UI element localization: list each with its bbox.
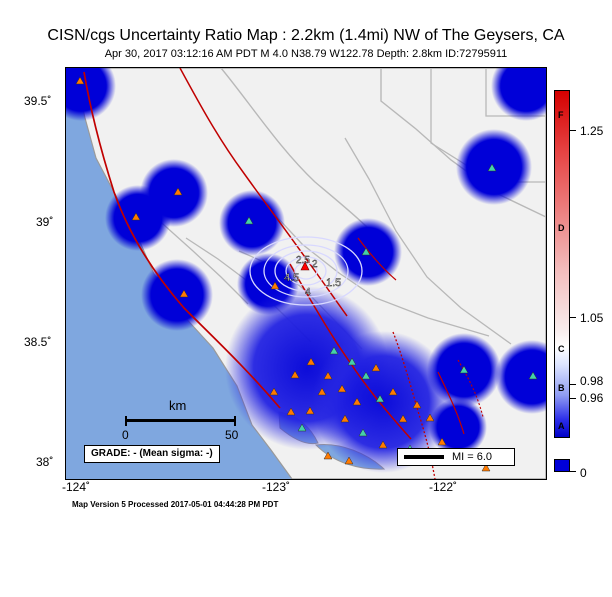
station-22	[437, 437, 447, 446]
uncertainty-map: 4.5 1.5 2.5 2 4	[65, 67, 547, 480]
processing-footer: Map Version 5 Processed 2017-05-01 04:44…	[72, 500, 279, 509]
station-30	[481, 463, 491, 472]
san-andreas-fault	[83, 71, 281, 409]
map-title: CISN/cgs Uncertainty Ratio Map : 2.2km (…	[47, 27, 565, 44]
station-37	[378, 440, 388, 449]
grade-box: GRADE: - (Mean sigma: -)	[84, 445, 220, 463]
station-17	[371, 363, 381, 372]
colorbar-grade-a: A	[558, 421, 565, 431]
lat-label-38-5: 38.5˚	[24, 335, 52, 349]
lon-label-124: -124˚	[62, 480, 91, 494]
station-8	[459, 365, 469, 374]
scale-bar-start: 0	[122, 428, 129, 442]
colorbar-tick-0-96	[570, 398, 576, 399]
station-16	[352, 397, 362, 406]
station-36	[358, 428, 368, 437]
mi-legend-box: MI = 6.0	[397, 448, 515, 466]
station-21	[425, 413, 435, 422]
map-canvas: 4.5 1.5 2.5 2 4	[66, 68, 546, 479]
station-28	[323, 451, 333, 460]
station-20	[412, 400, 422, 409]
colorbar-label-1-05: 1.05	[580, 311, 604, 325]
event-subtitle: Apr 30, 2017 03:12:16 AM PDT M 4.0 N38.7…	[104, 48, 508, 60]
scale-bar-title: km	[169, 398, 187, 413]
station-2	[131, 212, 141, 221]
colorbar-label-0: 0	[580, 466, 587, 480]
colorbar-grade-f: F	[558, 110, 564, 120]
station-7	[487, 163, 497, 172]
fault-line-7	[457, 359, 484, 418]
station-14	[323, 371, 333, 380]
uncertainty-zone-13	[495, 340, 546, 414]
station-29	[344, 456, 354, 465]
station-18	[388, 387, 398, 396]
contour-group	[249, 236, 363, 306]
colorbar-zero-swatch	[554, 459, 570, 472]
station-9	[528, 371, 538, 380]
scale-bar-line	[125, 419, 236, 422]
colorbar-grade-b: B	[558, 383, 565, 393]
fault-line-3	[289, 263, 412, 440]
colorbar-tick-0-98	[570, 384, 576, 385]
station-24	[347, 357, 357, 366]
station-32	[286, 407, 296, 416]
fault-line-5	[357, 237, 397, 281]
station-19	[398, 414, 408, 423]
station-3	[179, 289, 189, 298]
uncertainty-zone-2	[491, 68, 546, 121]
station-6	[361, 247, 371, 256]
contour-label-3: 2.5	[296, 255, 310, 266]
colorbar-label-0-96: 0.96	[580, 391, 604, 405]
station-33	[305, 406, 315, 415]
station-35	[340, 414, 350, 423]
lat-label-39: 39˚	[36, 215, 54, 229]
lon-label-122: -122˚	[429, 480, 458, 494]
contour-label-4: 2	[312, 259, 318, 270]
epicenter-marker	[300, 261, 310, 271]
contour-label-5: 4	[305, 287, 311, 298]
station-10	[75, 76, 85, 85]
station-34	[317, 387, 327, 396]
uncertainty-zone-8	[141, 259, 213, 331]
mi-legend-bar	[404, 455, 444, 459]
station-13	[306, 357, 316, 366]
uncertainty-colorbar	[554, 90, 570, 438]
colorbar-tick-1-25	[570, 130, 576, 131]
fault-line-6	[437, 371, 465, 435]
lon-label-123: -123˚	[262, 480, 291, 494]
station-15	[337, 384, 347, 393]
station-26	[375, 394, 385, 403]
station-4	[270, 281, 280, 290]
colorbar-label-0-98: 0.98	[580, 374, 604, 388]
boundary-line-7	[344, 137, 512, 345]
station-12	[290, 370, 300, 379]
colorbar-grade-d: D	[558, 223, 565, 233]
contour-label-1: 4.5	[284, 272, 299, 284]
lat-label-38: 38˚	[36, 455, 54, 469]
lat-label-39-5: 39.5˚	[24, 94, 52, 108]
scale-bar-end: 50	[225, 428, 239, 442]
station-23	[329, 346, 339, 355]
colorbar-grade-c: C	[558, 344, 565, 354]
station-25	[361, 371, 371, 380]
scale-bar-right-tick	[234, 416, 236, 426]
station-31	[297, 423, 307, 432]
scale-bar: km 0 50	[121, 398, 251, 443]
mi-legend-label: MI = 6.0	[452, 451, 493, 463]
station-11	[269, 387, 279, 396]
station-5	[244, 216, 254, 225]
colorbar-label-1-25: 1.25	[580, 124, 604, 138]
station-1	[173, 187, 183, 196]
contour-label-2: 1.5	[326, 277, 341, 289]
colorbar-tick-1-05	[570, 317, 576, 318]
fault-line-2	[179, 68, 348, 317]
scale-bar-left-tick	[125, 416, 127, 426]
colorbar-tick-0	[570, 471, 576, 472]
